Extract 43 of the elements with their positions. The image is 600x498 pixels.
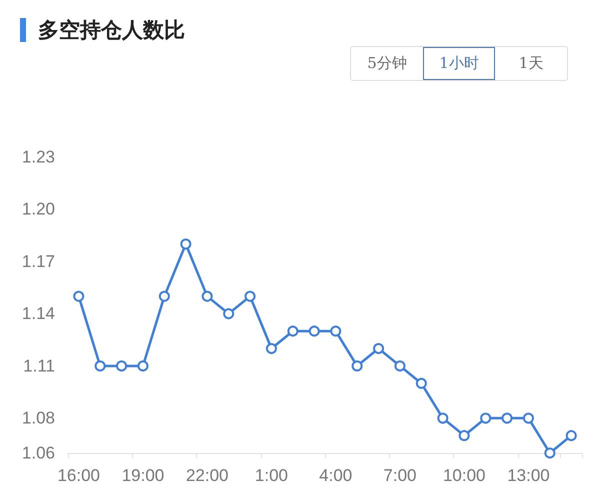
x-tick-label: 16:00 [57, 466, 100, 485]
point [566, 430, 577, 442]
y-tick-label: 1.23 [22, 148, 55, 166]
point [308, 326, 320, 337]
point [116, 360, 128, 372]
point [244, 290, 256, 302]
point [137, 360, 148, 372]
point [202, 290, 213, 302]
point [522, 412, 534, 424]
x-tick-label: 19:00 [122, 466, 164, 485]
text: 5分钟 [366, 53, 408, 74]
point [330, 326, 342, 337]
y-tick-label: 1.17 [22, 252, 55, 271]
text: 1小时 [423, 47, 495, 80]
x-tick-label: 4:00 [319, 466, 352, 485]
point [373, 343, 384, 354]
x-tick-label: 22:00 [186, 466, 228, 485]
point [94, 360, 106, 372]
point [158, 290, 170, 302]
point [502, 412, 513, 424]
point [416, 378, 427, 389]
y-tick-label: 1.20 [22, 200, 55, 219]
point [352, 360, 363, 372]
y-tick-label: 1.06 [22, 444, 55, 462]
x-tick-label: 13:00 [507, 466, 550, 485]
x-tick-label: 1:00 [254, 466, 288, 485]
x-tick-label: 7:00 [383, 466, 417, 485]
x-tick-label: 10:00 [442, 466, 486, 485]
point [437, 412, 448, 424]
point [458, 430, 470, 442]
text: 1天 [518, 53, 544, 74]
point [394, 360, 406, 372]
y-tick-label: 1.08 [22, 408, 55, 428]
y-tick-label: 1.11 [23, 356, 55, 376]
point [73, 290, 84, 302]
y-tick-label: 1.14 [22, 304, 55, 324]
point [544, 448, 556, 458]
point [287, 326, 298, 337]
point [223, 308, 234, 320]
point [180, 238, 192, 250]
point [266, 343, 277, 354]
point [480, 412, 492, 424]
chart-title: 多空持仓人数比 [38, 17, 185, 44]
